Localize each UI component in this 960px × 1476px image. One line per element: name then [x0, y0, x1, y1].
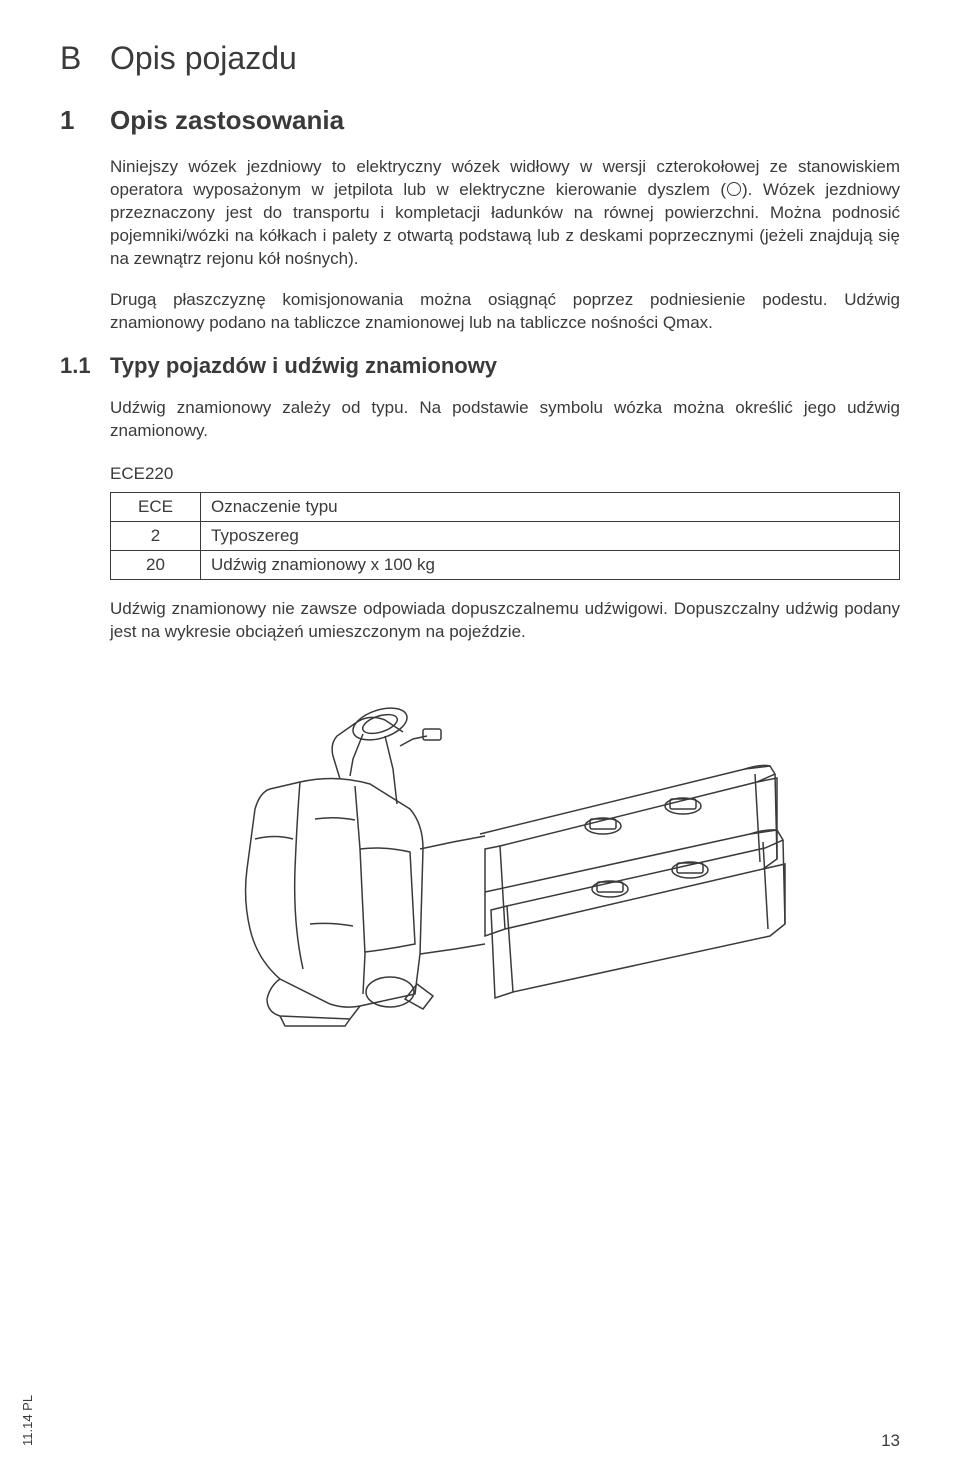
table-cell: Oznaczenie typu: [201, 493, 900, 522]
body-paragraph-1: Niniejszy wózek jezdniowy to elektryczny…: [110, 156, 900, 271]
subsubsection-title: Typy pojazdów i udźwig znamionowy: [110, 353, 497, 379]
table-cell: ECE: [111, 493, 201, 522]
table-row: 2Typoszereg: [111, 522, 900, 551]
section-letter: B: [60, 40, 110, 77]
page-number: 13: [881, 1431, 900, 1451]
body-paragraph-2: Drugą płaszczyznę komisjonowania można o…: [110, 289, 900, 335]
body-paragraph-4: Udźwig znamionowy nie zawsze odpowiada d…: [110, 598, 900, 644]
spec-table: ECEOznaczenie typu2Typoszereg20Udźwig zn…: [110, 492, 900, 580]
table-cell: Typoszereg: [201, 522, 900, 551]
option-circle-icon: [727, 182, 741, 196]
model-label: ECE220: [110, 464, 900, 484]
section-title: Opis pojazdu: [110, 40, 297, 77]
table-row: ECEOznaczenie typu: [111, 493, 900, 522]
table-cell: 2: [111, 522, 201, 551]
forklift-svg: [185, 674, 825, 1034]
subsection-header: 1 Opis zastosowania: [60, 105, 900, 136]
subsubsection-number: 1.1: [60, 353, 110, 379]
subsubsection-header: 1.1 Typy pojazdów i udźwig znamionowy: [60, 353, 900, 379]
body-paragraph-3: Udźwig znamionowy zależy od typu. Na pod…: [110, 397, 900, 443]
table-row: 20Udźwig znamionowy x 100 kg: [111, 551, 900, 580]
section-header: B Opis pojazdu: [60, 40, 900, 77]
subsection-title: Opis zastosowania: [110, 105, 344, 136]
table-cell: Udźwig znamionowy x 100 kg: [201, 551, 900, 580]
footer-left: 11.14 PL: [20, 1395, 35, 1446]
forklift-illustration: [110, 674, 900, 1039]
table-cell: 20: [111, 551, 201, 580]
subsection-number: 1: [60, 105, 110, 136]
